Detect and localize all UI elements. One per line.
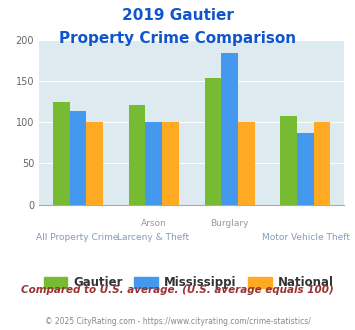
Text: 2019 Gautier: 2019 Gautier xyxy=(121,8,234,23)
Text: © 2025 CityRating.com - https://www.cityrating.com/crime-statistics/: © 2025 CityRating.com - https://www.city… xyxy=(45,317,310,326)
Bar xyxy=(86,122,103,205)
Text: All Property Crime: All Property Crime xyxy=(36,233,119,242)
Bar xyxy=(314,122,331,205)
Text: Burglary: Burglary xyxy=(211,219,249,228)
Bar xyxy=(146,122,162,205)
Bar xyxy=(162,122,179,205)
Bar xyxy=(280,116,297,205)
Text: Motor Vehicle Theft: Motor Vehicle Theft xyxy=(262,233,350,242)
Bar xyxy=(221,53,238,205)
Bar xyxy=(53,102,70,205)
Bar xyxy=(129,105,146,205)
Text: Arson: Arson xyxy=(141,219,166,228)
Bar xyxy=(238,122,255,205)
Text: Compared to U.S. average. (U.S. average equals 100): Compared to U.S. average. (U.S. average … xyxy=(21,285,334,295)
Bar xyxy=(70,112,86,205)
Bar xyxy=(204,79,221,205)
Text: Larceny & Theft: Larceny & Theft xyxy=(118,233,190,242)
Bar xyxy=(297,133,314,205)
Legend: Gautier, Mississippi, National: Gautier, Mississippi, National xyxy=(39,272,338,294)
Text: Property Crime Comparison: Property Crime Comparison xyxy=(59,31,296,46)
